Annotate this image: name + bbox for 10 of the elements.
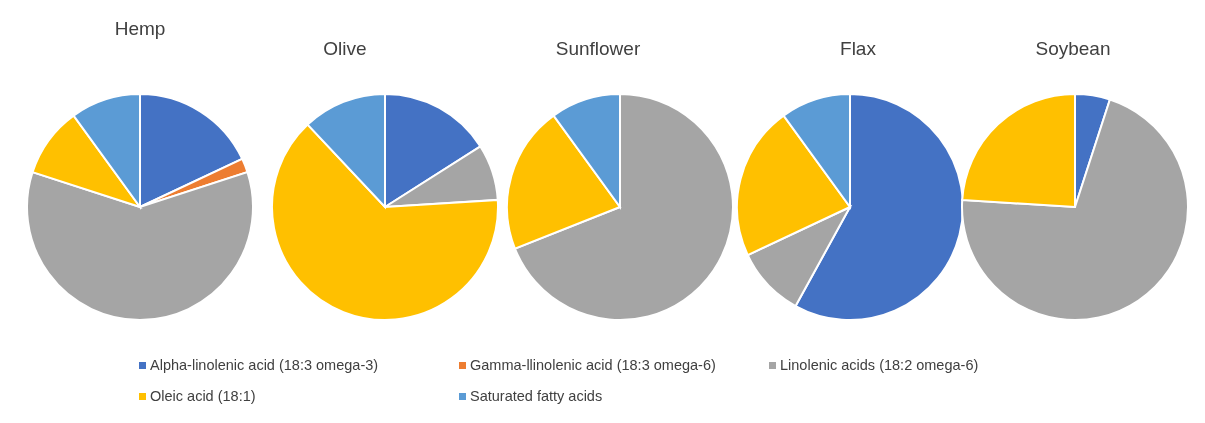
legend-label: Linolenic acids (18:2 omega-6) [780, 357, 979, 373]
chart-title: Soybean [1035, 38, 1111, 59]
chart-title: Flax [840, 38, 877, 59]
chart-title: Sunflower [555, 38, 641, 59]
chart-title: Olive [323, 38, 367, 59]
legend-label: Oleic acid (18:1) [150, 388, 256, 404]
legend-label: Gamma-llinolenic acid (18:3 omega-6) [470, 357, 716, 373]
chart-title: Hemp [114, 18, 166, 39]
legend-label: Alpha-linolenic acid (18:3 omega-3) [150, 357, 379, 373]
legend-label: Saturated fatty acids [470, 388, 603, 404]
